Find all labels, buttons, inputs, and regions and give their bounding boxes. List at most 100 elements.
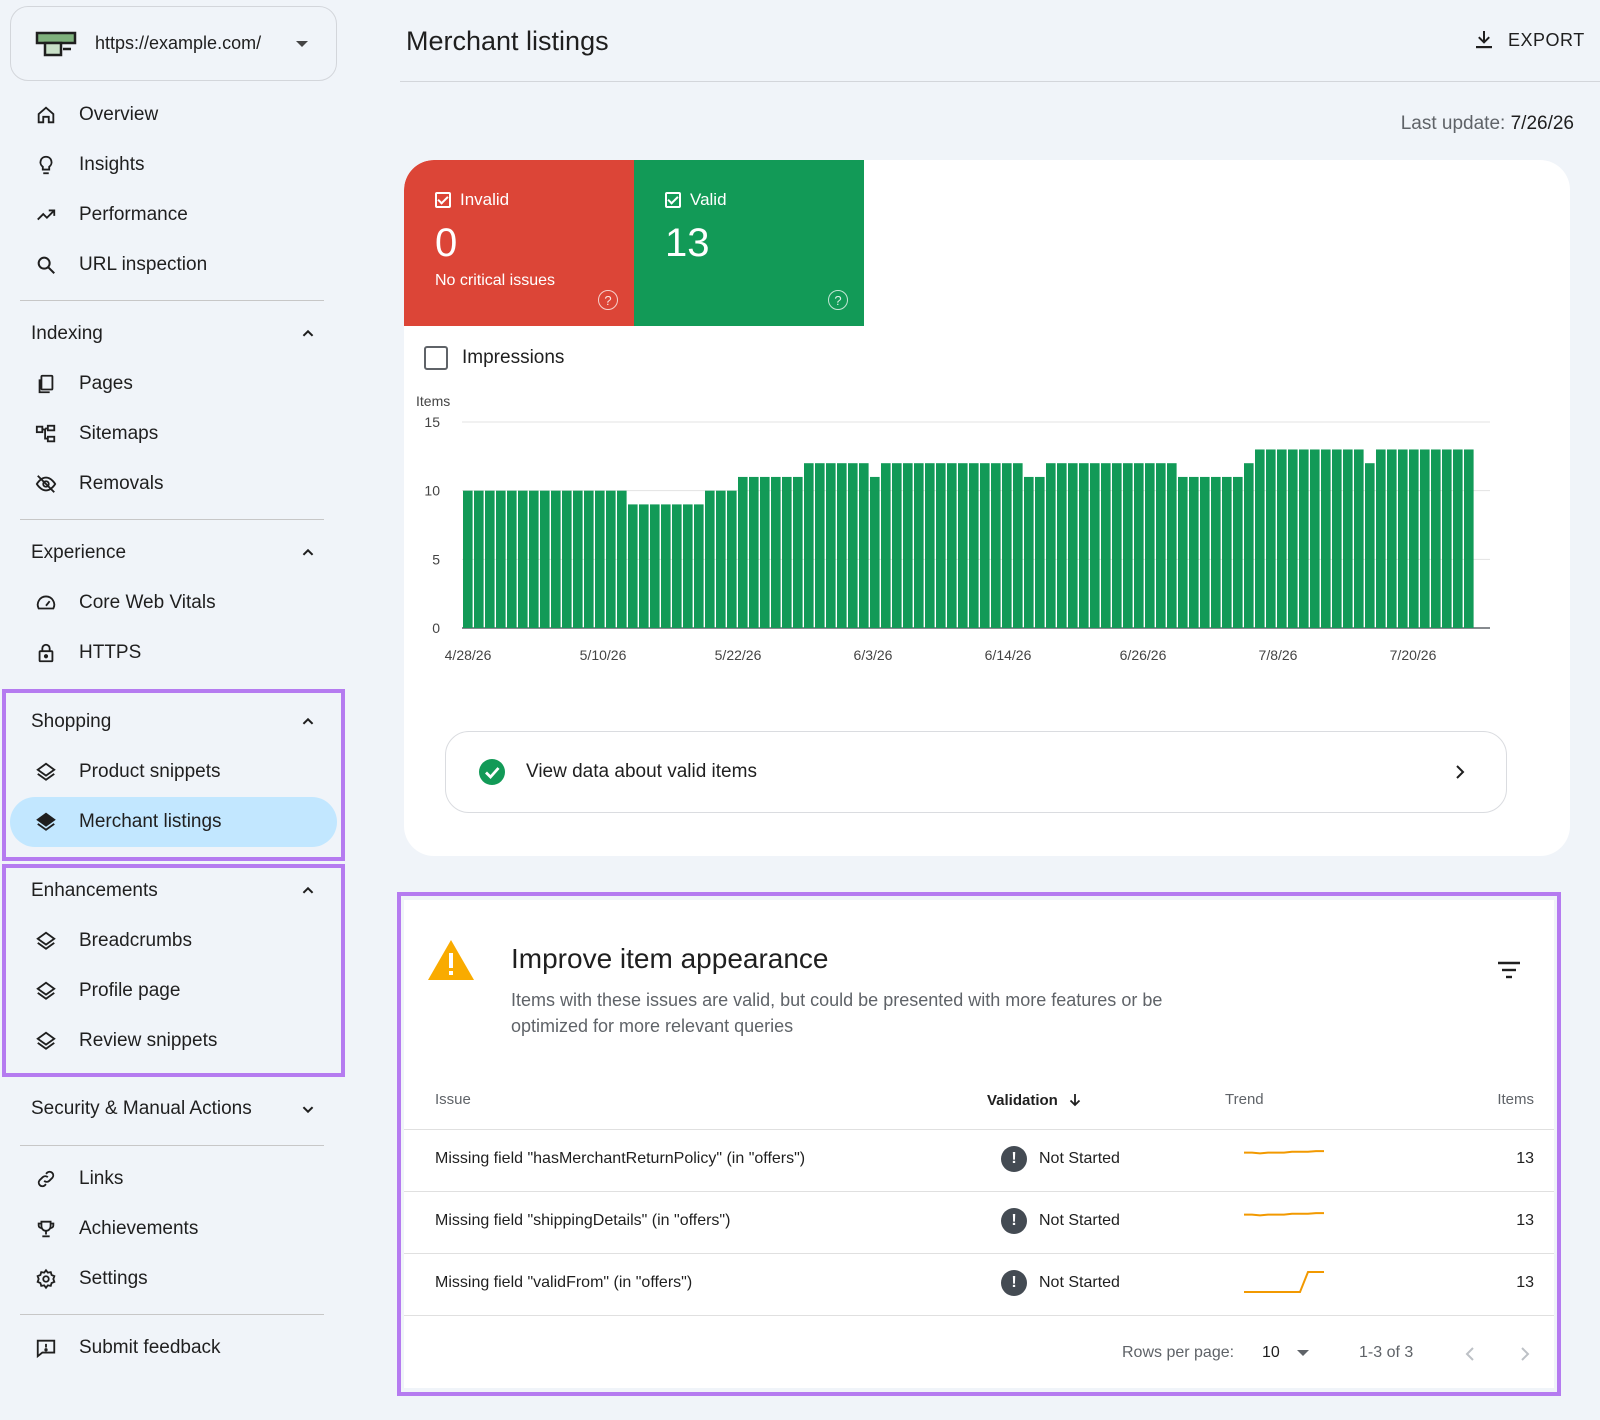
nav-insights[interactable]: Insights bbox=[10, 140, 337, 190]
nav-url-inspection[interactable]: URL inspection bbox=[10, 240, 337, 290]
property-selector[interactable]: https://example.com/ bbox=[10, 6, 337, 81]
bar bbox=[727, 490, 737, 628]
bar bbox=[1046, 463, 1056, 628]
bar bbox=[859, 463, 869, 628]
nav-review-snippets[interactable]: Review snippets bbox=[10, 1016, 337, 1066]
bar bbox=[1035, 476, 1045, 628]
view-valid-items-link[interactable]: View data about valid items bbox=[445, 731, 1507, 813]
caret-down-icon[interactable] bbox=[1297, 1350, 1309, 1356]
nav-core-web-vitals[interactable]: Core Web Vitals bbox=[10, 578, 337, 628]
page-range: 1-3 of 3 bbox=[1359, 1344, 1414, 1361]
valid-tile[interactable]: Valid 13 ? bbox=[634, 160, 864, 326]
x-tick-label: 6/14/26 bbox=[985, 647, 1032, 663]
chevron-up-icon bbox=[302, 329, 314, 337]
nav-overview[interactable]: Overview bbox=[10, 90, 337, 140]
bar bbox=[1123, 463, 1133, 628]
x-tick-label: 7/20/26 bbox=[1390, 647, 1437, 663]
help-icon[interactable]: ? bbox=[598, 290, 618, 310]
row-divider bbox=[404, 1129, 1554, 1130]
row-divider bbox=[404, 1191, 1554, 1192]
table-row[interactable]: Missing field "hasMerchantReturnPolicy" … bbox=[404, 1130, 1554, 1192]
x-tick-label: 4/28/26 bbox=[445, 647, 492, 663]
nav-achievements[interactable]: Achievements bbox=[10, 1204, 337, 1254]
nav-profile-page[interactable]: Profile page bbox=[10, 966, 337, 1016]
impressions-toggle[interactable]: Impressions bbox=[424, 346, 564, 370]
nav-divider bbox=[20, 1145, 324, 1146]
nav-label: Pages bbox=[79, 373, 133, 394]
trend-sparkline bbox=[1244, 1212, 1324, 1217]
nav-product-snippets[interactable]: Product snippets bbox=[10, 747, 337, 797]
issue-name: Missing field "validFrom" (in "offers") bbox=[435, 1274, 693, 1291]
chevron-left-icon[interactable] bbox=[1460, 1344, 1480, 1364]
invalid-count: 0 bbox=[435, 221, 458, 265]
nav-links[interactable]: Links bbox=[10, 1154, 337, 1204]
section-shopping[interactable]: Shopping bbox=[10, 697, 337, 747]
search-icon bbox=[35, 254, 57, 276]
nav-label: Submit feedback bbox=[79, 1337, 221, 1358]
bar bbox=[1112, 463, 1122, 628]
bar bbox=[507, 490, 517, 628]
property-url: https://example.com/ bbox=[95, 33, 262, 53]
bar bbox=[947, 463, 957, 628]
page-title: Merchant listings bbox=[406, 26, 609, 56]
nav-submit-feedback[interactable]: Submit feedback bbox=[10, 1323, 337, 1373]
help-icon[interactable]: ? bbox=[828, 290, 848, 310]
nav-label: Review snippets bbox=[79, 1030, 218, 1051]
bar bbox=[1200, 476, 1210, 628]
nav-removals[interactable]: Removals bbox=[10, 459, 337, 509]
section-enhancements[interactable]: Enhancements bbox=[10, 866, 337, 916]
nav-label: Profile page bbox=[79, 980, 181, 1001]
section-security[interactable]: Security & Manual Actions bbox=[10, 1084, 337, 1134]
bar bbox=[617, 490, 627, 628]
summary-card: Invalid 0 No critical issues ? Valid 13 … bbox=[404, 160, 1570, 856]
nav-settings[interactable]: Settings bbox=[10, 1254, 337, 1304]
trend-sparkline bbox=[1244, 1150, 1324, 1155]
bar bbox=[573, 490, 583, 628]
nav-breadcrumbs[interactable]: Breadcrumbs bbox=[10, 916, 337, 966]
nav-performance[interactable]: Performance bbox=[10, 190, 337, 240]
bar bbox=[1002, 463, 1012, 628]
export-label: EXPORT bbox=[1508, 29, 1585, 50]
nav-merchant-listings[interactable]: Merchant listings bbox=[10, 797, 337, 847]
issue-name: Missing field "shippingDetails" (in "off… bbox=[435, 1212, 731, 1229]
bar bbox=[826, 463, 836, 628]
trend-sparkline bbox=[1244, 1271, 1324, 1293]
invalid-tile[interactable]: Invalid 0 No critical issues ? bbox=[404, 160, 634, 326]
bar bbox=[848, 463, 858, 628]
column-items[interactable]: Items bbox=[1497, 1091, 1534, 1108]
trend-line bbox=[1244, 1271, 1324, 1293]
bar bbox=[1266, 449, 1276, 628]
eye-off-icon bbox=[35, 473, 57, 495]
column-validation[interactable]: Validation bbox=[987, 1091, 1084, 1109]
nav-divider bbox=[20, 519, 324, 520]
nav-label: HTTPS bbox=[79, 642, 142, 663]
table-row[interactable]: Missing field "validFrom" (in "offers") … bbox=[404, 1254, 1554, 1316]
download-icon bbox=[1476, 31, 1492, 49]
bar bbox=[1233, 476, 1243, 628]
nav-label: Insights bbox=[79, 154, 145, 175]
filter-icon[interactable] bbox=[1496, 960, 1522, 980]
issue-name: Missing field "hasMerchantReturnPolicy" … bbox=[435, 1150, 806, 1167]
bar bbox=[1079, 463, 1089, 628]
bar bbox=[991, 463, 1001, 628]
bar bbox=[1090, 463, 1100, 628]
chevron-right-icon[interactable] bbox=[1515, 1344, 1535, 1364]
bar bbox=[584, 490, 594, 628]
nav-https[interactable]: HTTPS bbox=[10, 628, 337, 678]
layers-filled-icon bbox=[35, 811, 57, 833]
bar bbox=[1101, 463, 1111, 628]
export-button[interactable]: EXPORT bbox=[1472, 28, 1585, 52]
section-experience[interactable]: Experience bbox=[10, 528, 337, 578]
x-tick-label: 6/3/26 bbox=[854, 647, 893, 663]
lock-icon bbox=[35, 642, 57, 664]
table-row[interactable]: Missing field "shippingDetails" (in "off… bbox=[404, 1192, 1554, 1254]
rows-per-page-select[interactable]: 10 bbox=[1262, 1344, 1280, 1361]
nav-pages[interactable]: Pages bbox=[10, 359, 337, 409]
section-indexing[interactable]: Indexing bbox=[10, 309, 337, 359]
y-tick-label: 10 bbox=[424, 483, 440, 499]
column-issue[interactable]: Issue bbox=[435, 1091, 471, 1108]
nav-label: URL inspection bbox=[79, 254, 208, 275]
nav-sitemaps[interactable]: Sitemaps bbox=[10, 409, 337, 459]
link-icon bbox=[35, 1168, 57, 1190]
checkbox-unchecked-icon[interactable] bbox=[424, 346, 448, 370]
